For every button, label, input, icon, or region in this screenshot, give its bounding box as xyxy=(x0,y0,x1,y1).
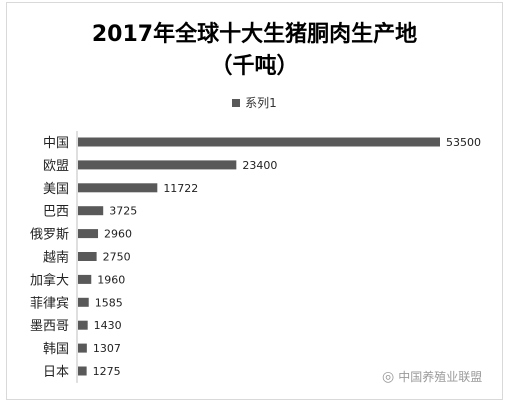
bar xyxy=(78,229,99,239)
data-label: 2960 xyxy=(104,228,132,241)
data-label: 2750 xyxy=(103,251,131,264)
data-label: 1430 xyxy=(94,319,122,332)
bar xyxy=(78,366,87,376)
category-label: 加拿大 xyxy=(30,272,69,288)
watermark-text: 中国养殖业联盟 xyxy=(398,370,483,384)
data-label: 11722 xyxy=(163,182,198,195)
category-label: 俄罗斯 xyxy=(30,228,69,243)
category-label: 韩国 xyxy=(43,342,69,357)
category-label: 巴西 xyxy=(43,205,69,220)
watermark: ◎ 中国养殖业联盟 xyxy=(382,368,482,385)
data-label: 23400 xyxy=(242,159,277,172)
bar xyxy=(78,320,88,330)
data-label: 1275 xyxy=(93,365,121,378)
bar xyxy=(78,343,87,353)
bar xyxy=(78,160,237,170)
chart-frame xyxy=(6,2,503,400)
data-label: 1307 xyxy=(93,342,121,355)
bar xyxy=(78,297,89,307)
data-label: 3725 xyxy=(109,205,137,218)
category-label: 菲律宾 xyxy=(30,295,69,311)
category-label: 美国 xyxy=(43,182,69,197)
bar xyxy=(78,274,92,284)
bar xyxy=(78,137,440,147)
chart-legend: 系列1 xyxy=(0,94,509,111)
chart-title: 2017年全球十大生猪胴肉生产地 xyxy=(91,22,418,47)
category-label: 越南 xyxy=(43,250,69,266)
wechat-icon: ◎ xyxy=(382,368,395,385)
category-label: 墨西哥 xyxy=(30,319,69,334)
category-label: 中国 xyxy=(43,136,69,151)
bar xyxy=(78,252,97,261)
data-label: 1960 xyxy=(97,273,125,286)
data-label: 53500 xyxy=(446,136,481,149)
category-label: 欧盟 xyxy=(43,159,69,174)
category-label: 日本 xyxy=(43,365,69,380)
bar xyxy=(78,183,158,193)
legend-label: 系列1 xyxy=(245,96,277,110)
bar xyxy=(78,206,104,216)
data-label: 1585 xyxy=(95,296,123,309)
chart-subtitle: （千吨） xyxy=(210,54,299,79)
legend-swatch xyxy=(232,98,241,107)
